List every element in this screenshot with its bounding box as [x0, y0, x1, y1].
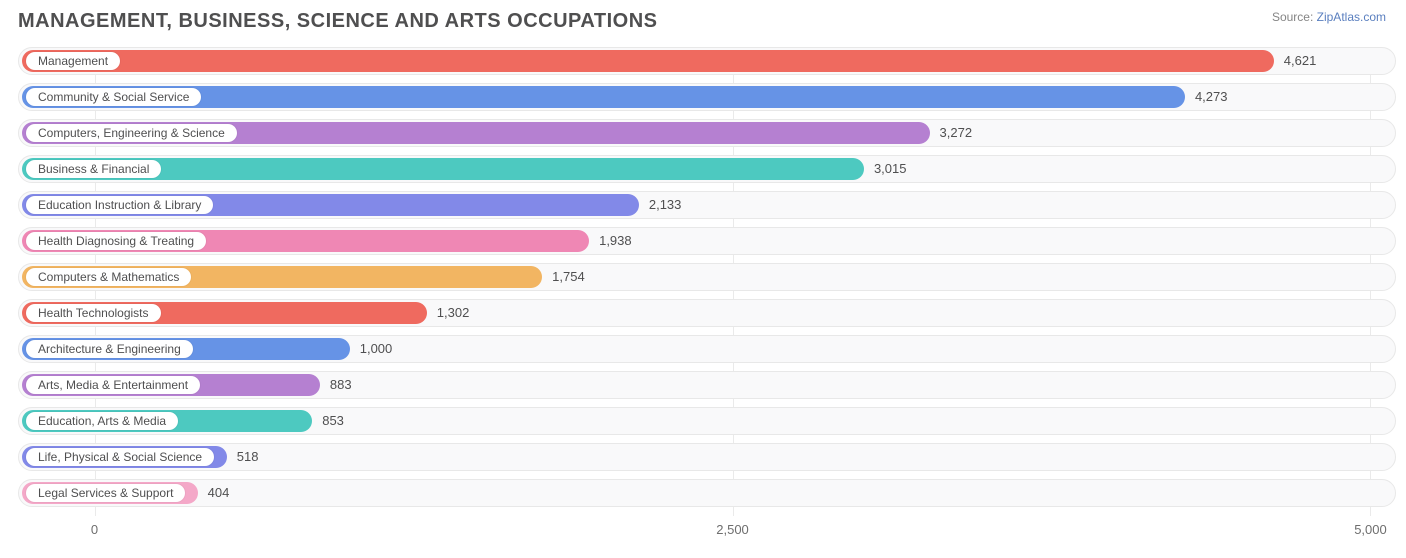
plot-area: Management 4,621 Community & Social Servic… [18, 44, 1396, 516]
bar-row: Health Technologists 1,302 [18, 296, 1396, 332]
bar-label: Health Technologists [26, 304, 161, 322]
bar-row: Arts, Media & Entertainment 883 [18, 368, 1396, 404]
bar-value: 1,754 [552, 268, 585, 286]
source-attribution: Source: ZipAtlas.com [1272, 10, 1386, 24]
bar-value: 1,000 [360, 340, 393, 358]
bar-label: Management [26, 52, 120, 70]
bar-row: Business & Financial 3,015 [18, 152, 1396, 188]
bar-label: Architecture & Engineering [26, 340, 193, 358]
x-tick-label: 2,500 [716, 522, 749, 537]
source-link[interactable]: ZipAtlas.com [1317, 10, 1386, 24]
bar-row: Legal Services & Support 404 [18, 476, 1396, 512]
x-tick-label: 5,000 [1354, 522, 1387, 537]
bar-value: 3,015 [874, 160, 907, 178]
bar-row: Life, Physical & Social Science 518 [18, 440, 1396, 476]
bar-label: Health Diagnosing & Treating [26, 232, 206, 250]
chart-title: MANAGEMENT, BUSINESS, SCIENCE AND ARTS O… [0, 0, 1406, 37]
bar-value: 4,621 [1284, 52, 1317, 70]
bar-value: 1,938 [599, 232, 632, 250]
bar-label: Arts, Media & Entertainment [26, 376, 200, 394]
bar-value: 853 [322, 412, 344, 430]
bar-value: 883 [330, 376, 352, 394]
bar-row: Management 4,621 [18, 44, 1396, 80]
bar-value: 2,133 [649, 196, 682, 214]
bar-label: Computers & Mathematics [26, 268, 191, 286]
x-tick-label: 0 [91, 522, 98, 537]
bar-label: Community & Social Service [26, 88, 201, 106]
chart-container: Management 4,621 Community & Social Servic… [18, 44, 1396, 546]
bar-value: 1,302 [437, 304, 470, 322]
bar-fill [22, 50, 1274, 72]
bar-row: Community & Social Service 4,273 [18, 80, 1396, 116]
bar-label: Education, Arts & Media [26, 412, 178, 430]
bar-row: Education Instruction & Library 2,133 [18, 188, 1396, 224]
bar-label: Computers, Engineering & Science [26, 124, 237, 142]
bar-row: Architecture & Engineering 1,000 [18, 332, 1396, 368]
bar-row: Health Diagnosing & Treating 1,938 [18, 224, 1396, 260]
bar-value: 404 [208, 484, 230, 502]
bar-row: Computers & Mathematics 1,754 [18, 260, 1396, 296]
bar-row: Education, Arts & Media 853 [18, 404, 1396, 440]
bar-label: Legal Services & Support [26, 484, 185, 502]
bar-value: 3,272 [940, 124, 973, 142]
bar-value: 4,273 [1195, 88, 1228, 106]
bar-row: Computers, Engineering & Science 3,272 [18, 116, 1396, 152]
source-prefix: Source: [1272, 10, 1317, 24]
bar-label: Life, Physical & Social Science [26, 448, 214, 466]
x-axis: 0 2,500 5,000 [18, 518, 1396, 546]
bar-value: 518 [237, 448, 259, 466]
bar-label: Business & Financial [26, 160, 161, 178]
bar-label: Education Instruction & Library [26, 196, 213, 214]
